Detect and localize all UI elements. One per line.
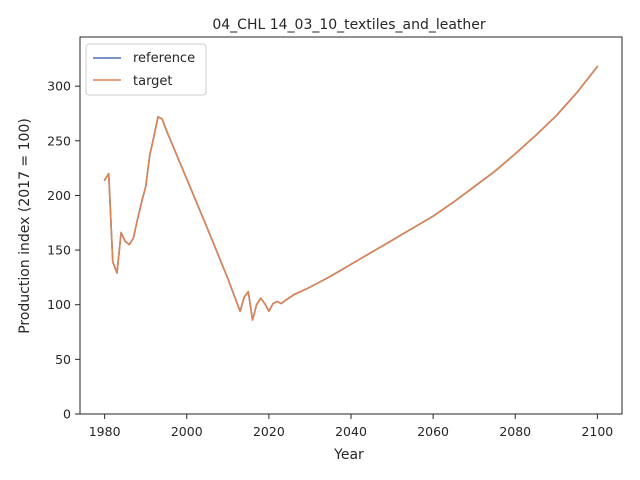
y-tick-label: 0: [63, 407, 71, 422]
plot-frame: [79, 36, 623, 415]
x-tick-label: 2000: [171, 424, 203, 439]
y-tick-label: 300: [47, 79, 71, 94]
x-tick-label: 2060: [417, 424, 449, 439]
x-tick-label: 2040: [335, 424, 367, 439]
y-axis-ticks: 0 50 100 150 200 250 300: [47, 79, 80, 422]
legend-box: [85, 43, 207, 96]
series-lines: [103, 65, 599, 321]
y-tick-label: 250: [47, 133, 71, 148]
legend-label-target: target: [133, 74, 173, 89]
x-tick-label: 1980: [89, 424, 121, 439]
y-axis-label: Production index (2017 = 100): [17, 118, 33, 334]
y-tick-label: 50: [55, 352, 71, 367]
legend: reference target: [85, 43, 207, 96]
x-axis-ticks: 1980 2000 2020 2040 2060 2080 2100: [89, 414, 613, 439]
x-tick-label: 2100: [581, 424, 613, 439]
x-tick-label: 2080: [499, 424, 531, 439]
y-tick-label: 150: [47, 243, 71, 258]
legend-label-reference: reference: [133, 51, 195, 66]
y-tick-label: 200: [47, 188, 71, 203]
series-line-target: [103, 65, 599, 321]
x-axis-label: Year: [333, 447, 364, 463]
x-tick-label: 2020: [253, 424, 285, 439]
y-tick-label: 100: [47, 297, 71, 312]
chart-title: 04_CHL 14_03_10_textiles_and_leather: [212, 17, 486, 33]
